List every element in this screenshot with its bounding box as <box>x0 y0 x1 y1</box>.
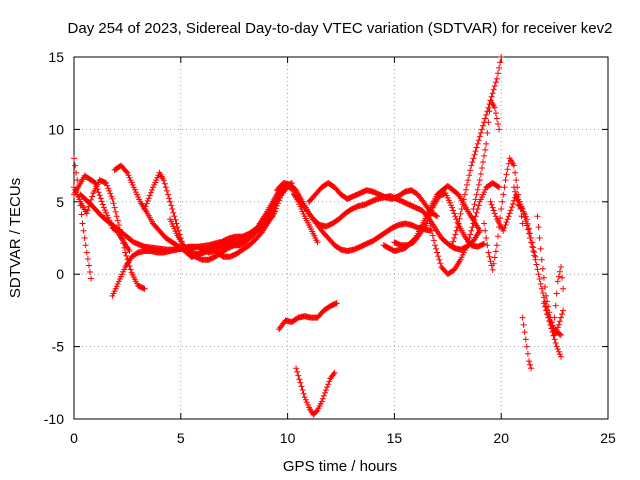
series-21 <box>534 213 567 338</box>
data-point-markers <box>293 365 338 418</box>
y-tick-label: 15 <box>48 49 64 65</box>
x-tick-label: 10 <box>280 430 296 446</box>
x-tick-label: 5 <box>177 430 185 446</box>
y-axis-label: SDTVAR / TECUs <box>7 178 24 298</box>
x-tick-label: 15 <box>387 430 403 446</box>
series-14 <box>425 180 503 278</box>
data-point-markers <box>551 264 567 321</box>
series-17 <box>481 155 526 273</box>
data-point-markers <box>71 155 95 282</box>
series-11 <box>306 180 441 220</box>
series-18 <box>487 191 564 338</box>
axis-ticks: 0 5 10 15 20 25 -10 -5 0 5 10 15 <box>44 49 616 446</box>
plot-border <box>73 56 609 420</box>
chart-title: Day 254 of 2023, Sidereal Day-to-day VTE… <box>68 20 613 37</box>
y-tick-label: -5 <box>52 339 65 355</box>
data-point-markers <box>481 155 526 273</box>
series-22 <box>540 300 564 360</box>
data-point-markers <box>511 184 539 260</box>
x-axis-label: GPS time / hours <box>283 458 397 475</box>
series-8 <box>167 180 295 263</box>
data-point-markers <box>487 191 564 338</box>
data-point-markers <box>540 300 564 360</box>
series-10 <box>291 191 483 253</box>
data-point-markers <box>519 314 535 372</box>
x-tick-label: 25 <box>600 430 616 446</box>
data-point-markers <box>470 97 503 212</box>
y-tick-label: 5 <box>56 194 64 210</box>
series-19 <box>511 184 539 260</box>
data-layer <box>71 54 567 418</box>
y-tick-label: 10 <box>48 121 64 137</box>
data-point-markers <box>167 180 295 263</box>
series-24 <box>276 300 340 333</box>
series-2 <box>71 155 95 282</box>
x-tick-label: 0 <box>70 430 78 446</box>
data-point-markers <box>425 180 503 278</box>
y-tick-label: -10 <box>44 411 64 427</box>
y-tick-label: 0 <box>56 266 64 282</box>
data-point-markers <box>276 300 340 333</box>
data-point-markers <box>291 191 483 253</box>
data-point-markers <box>534 213 567 338</box>
series-20 <box>519 314 535 372</box>
data-point-markers <box>306 180 441 220</box>
series-16 <box>470 97 503 212</box>
series-25 <box>293 365 338 418</box>
series-23 <box>551 264 567 321</box>
x-tick-label: 20 <box>493 430 509 446</box>
